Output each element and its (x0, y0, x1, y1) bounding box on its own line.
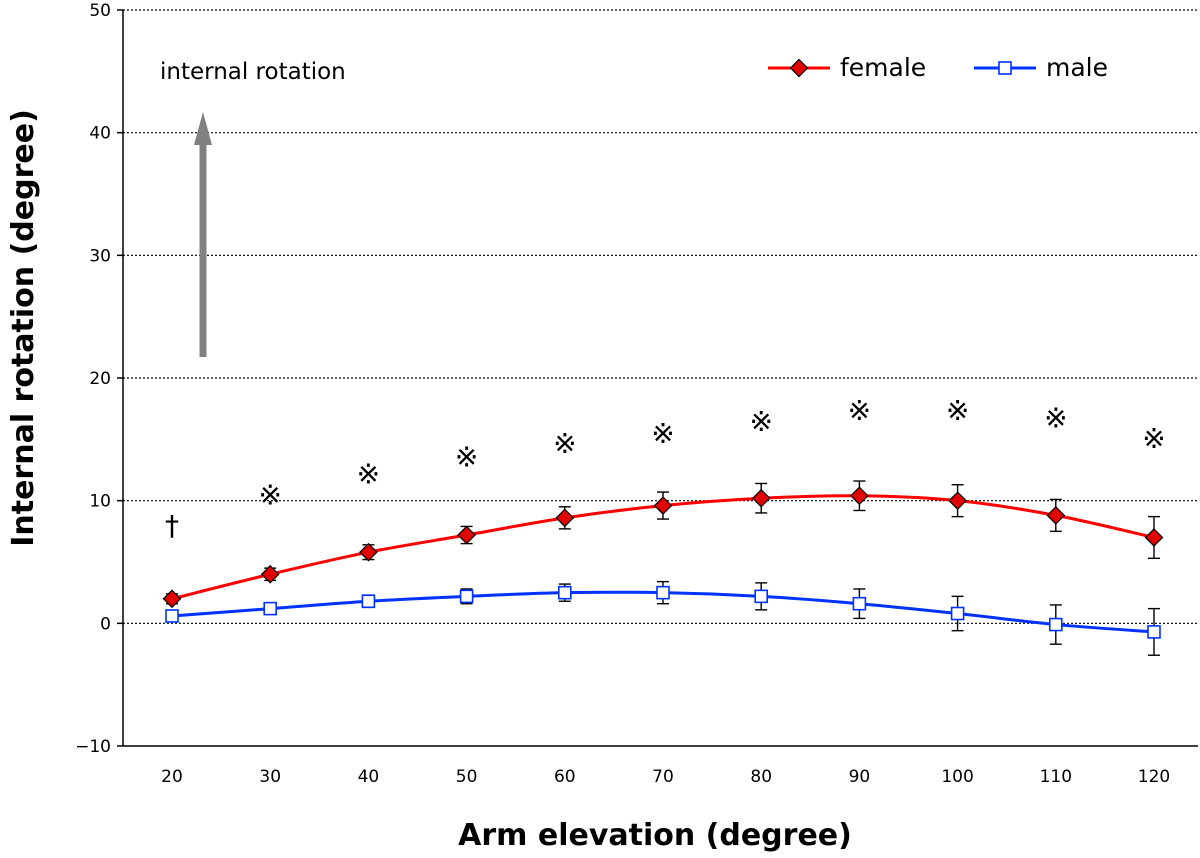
legend-marker-female (789, 58, 809, 78)
significance-marker: ※ (1142, 422, 1165, 455)
annotation-internal-rotation: internal rotation (160, 59, 346, 85)
significance-marker: ※ (651, 417, 674, 450)
y-tick-label: 20 (89, 369, 111, 389)
data-point-female (1046, 506, 1066, 525)
legend-label-male: male (1046, 53, 1108, 82)
significance-marker: † (165, 509, 179, 542)
significance-marker: ※ (848, 394, 871, 427)
x-tick-label: 60 (554, 767, 576, 787)
x-tick-label: 20 (161, 767, 183, 787)
data-series (162, 480, 1164, 656)
x-tick-label: 110 (1040, 767, 1072, 787)
significance-marker: ※ (1044, 401, 1067, 434)
x-axis-title: Arm elevation (degree) (458, 818, 852, 853)
y-tick-label: 30 (89, 246, 111, 266)
x-tick-label: 30 (259, 767, 281, 787)
legend-item-male: male (974, 53, 1108, 82)
x-tick-label: 80 (750, 767, 772, 787)
series-male (165, 580, 1161, 656)
significance-marker: ※ (258, 479, 281, 512)
x-tick-label: 40 (358, 767, 380, 787)
legend-marker-male (998, 61, 1012, 75)
arrow-head (194, 112, 212, 145)
significance-marker: ※ (553, 427, 576, 460)
data-point-female (751, 488, 771, 508)
x-tick-label: 50 (456, 767, 478, 787)
y-tick-label: 10 (89, 492, 111, 512)
significance-marker: ※ (946, 394, 969, 427)
axes (117, 9, 1198, 747)
data-point-female (850, 486, 869, 506)
data-point-female (162, 589, 182, 609)
data-point-female (359, 542, 378, 562)
data-point-male (459, 589, 474, 604)
data-point-male (1147, 625, 1161, 639)
data-point-female (948, 491, 967, 511)
direction-arrow (194, 112, 212, 357)
x-tick-labels: 20 30 40 50 60 70 80 90 100 110 120 (161, 767, 1170, 787)
data-point-male (361, 594, 376, 609)
data-point-female (260, 564, 280, 584)
gridlines (123, 9, 1198, 624)
data-point-male (852, 596, 867, 611)
legend-item-female: female (768, 53, 926, 82)
y-tick-label: −10 (75, 737, 111, 757)
x-tick-label: 100 (941, 767, 973, 787)
data-point-female (653, 496, 673, 515)
data-point-male (950, 606, 965, 621)
x-tick-label: 70 (652, 767, 674, 787)
data-point-female (555, 508, 575, 528)
legend-label-female: female (840, 53, 926, 82)
y-tick-label: 50 (89, 1, 111, 21)
series-female (162, 480, 1164, 609)
y-tick-labels: −10 0 10 20 30 40 50 (75, 1, 111, 757)
data-point-male (263, 601, 278, 616)
significance-marker: ※ (455, 441, 478, 474)
data-point-male (165, 609, 179, 623)
data-point-female (457, 525, 476, 545)
y-tick-label: 40 (89, 124, 111, 144)
data-point-male (1049, 617, 1063, 632)
data-point-male (656, 585, 670, 600)
data-point-female (1144, 528, 1164, 547)
x-tick-label: 120 (1138, 767, 1170, 787)
significance-marker: ※ (357, 458, 380, 491)
legend: female male (768, 53, 1108, 82)
data-point-male (557, 585, 572, 600)
y-axis-title: Internal rotation (degree) (6, 109, 41, 547)
data-point-male (754, 589, 769, 604)
x-tick-label: 90 (849, 767, 871, 787)
significance-marker: ※ (749, 405, 772, 438)
y-tick-label: 0 (100, 614, 111, 634)
significance-markers: † ※ ※ ※ ※ ※ ※ ※ ※ ※ ※ (165, 394, 1166, 542)
